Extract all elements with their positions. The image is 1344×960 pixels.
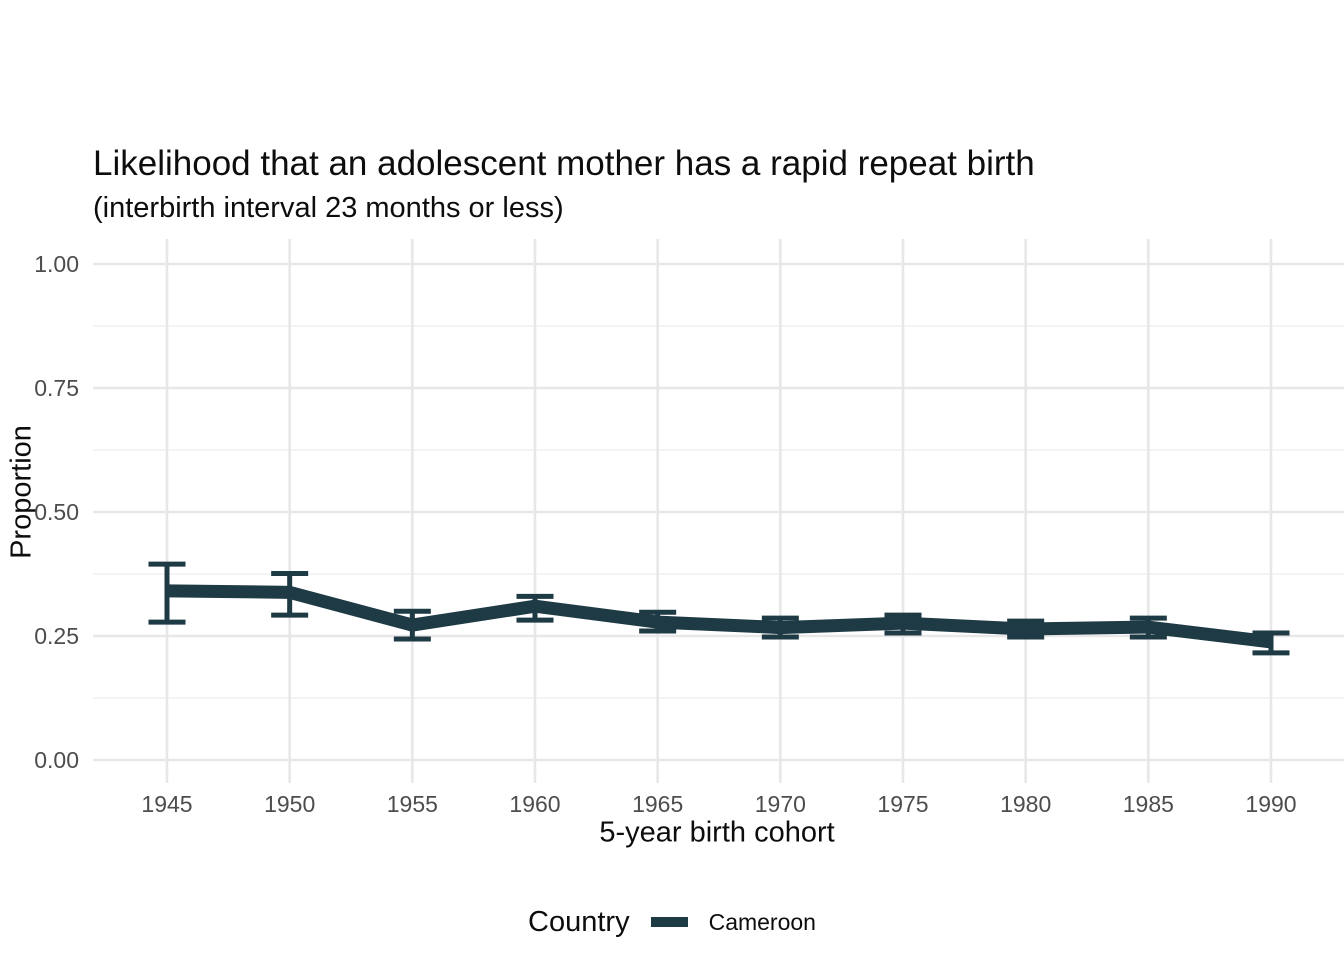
x-axis-title: 5-year birth cohort: [599, 816, 835, 849]
y-tick-label: 0.25: [34, 623, 79, 649]
x-axis-tick-labels: 1945 1950 1955 1960 1965 1970 1975 1980 1985 1990: [141, 791, 1296, 817]
chart-title: Likelihood that an adolescent mother has…: [93, 144, 1035, 183]
y-tick-label: 0.00: [34, 747, 79, 773]
y-axis-tick-labels: 0.00 0.25 0.50 0.75 1.00: [34, 251, 79, 773]
legend: Country Cameroon: [0, 903, 1344, 941]
x-tick-label: 1955: [387, 791, 438, 817]
line-chart-plot-area: 0.00 0.25 0.50 0.75 1.00 1945 1950 1955 1960 1965…: [34, 239, 1344, 817]
gridlines-minor: [93, 325, 1344, 699]
legend-title: Country: [528, 905, 630, 938]
y-tick-label: 0.75: [34, 375, 79, 401]
x-tick-label: 1985: [1123, 791, 1174, 817]
gridlines-major: [93, 239, 1344, 783]
y-tick-label: 0.50: [34, 499, 79, 525]
x-tick-label: 1975: [877, 791, 928, 817]
error-bars: [148, 561, 1290, 656]
series-line-cameroon: [166, 584, 1272, 649]
x-tick-label: 1960: [509, 791, 560, 817]
x-tick-label: 1945: [141, 791, 192, 817]
x-tick-label: 1980: [1000, 791, 1051, 817]
legend-key-line-swatch: [650, 917, 688, 927]
x-tick-label: 1950: [264, 791, 315, 817]
x-tick-label: 1970: [755, 791, 806, 817]
x-tick-label: 1990: [1245, 791, 1296, 817]
y-tick-label: 1.00: [34, 251, 79, 277]
x-tick-label: 1965: [632, 791, 683, 817]
chart-subtitle: (interbirth interval 23 months or less): [93, 192, 564, 224]
legend-entry-label: Cameroon: [708, 908, 816, 935]
